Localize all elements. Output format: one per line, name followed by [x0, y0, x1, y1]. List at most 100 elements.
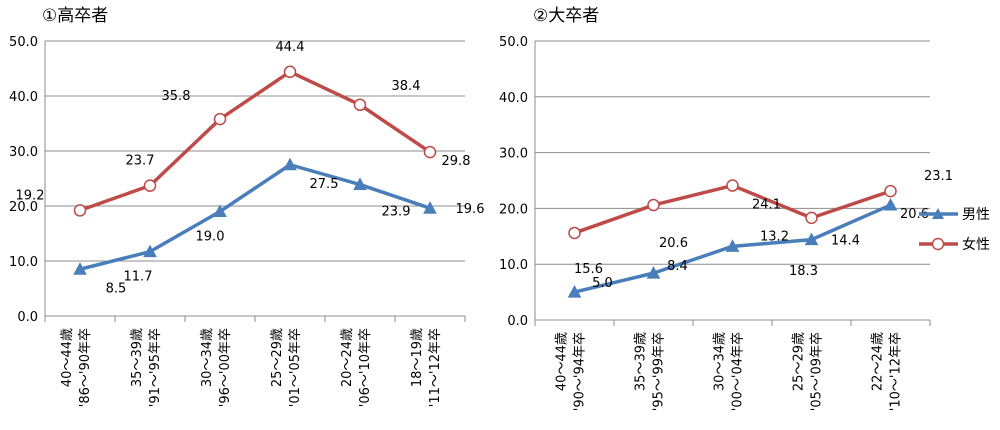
data-label: 38.4: [392, 79, 421, 94]
data-label: 13.2: [760, 229, 789, 244]
data-point: [567, 285, 582, 298]
y-tick-label: 20.0: [9, 200, 38, 215]
data-point: [883, 198, 898, 211]
data-label: 29.8: [442, 154, 471, 169]
data-point: [213, 112, 227, 126]
data-label: 14.4: [831, 234, 860, 249]
y-tick-label: 0.0: [17, 310, 38, 325]
x-category-label: 30～34歳 '00～'04年卒: [713, 332, 746, 411]
data-point: [568, 226, 581, 240]
x-category-label-line: 25～29歳: [270, 328, 285, 387]
x-category-label-line: '10～'12年卒: [889, 332, 904, 411]
x-category-label-line: 40～44歳: [60, 328, 75, 387]
data-label: 24.1: [752, 198, 781, 213]
data-label: 19.6: [456, 202, 485, 217]
x-category-label: 25～29歳 '05～'09年卒: [792, 332, 825, 411]
legend-label: 女性: [962, 236, 990, 253]
x-category-label-line: 22～24歳: [871, 332, 886, 391]
data-point: [283, 157, 297, 171]
x-category-label: 22～24歳 '10～'12年卒: [871, 332, 904, 411]
x-category-label-line: 20～24歳: [340, 328, 355, 387]
y-tick-label: 50.0: [499, 35, 528, 50]
data-label: 20.6: [900, 207, 929, 222]
data-label: 23.7: [126, 154, 155, 169]
x-category-label-line: 40～44歳: [555, 332, 570, 391]
data-point: [353, 98, 367, 112]
data-label: 11.7: [124, 270, 153, 285]
x-category-label-line: 18～19歳: [410, 328, 425, 387]
x-category-label-line: '11～'12年卒: [428, 328, 443, 407]
data-point: [805, 211, 818, 225]
data-label: 27.5: [310, 177, 339, 192]
data-label: 18.3: [789, 264, 818, 279]
data-point: [726, 179, 739, 192]
data-point: [73, 262, 87, 275]
x-category-label: 35～39歳 '95～'99年卒: [634, 332, 667, 411]
data-point: [353, 177, 367, 191]
x-category-label: 20～24歳 '06～'10年卒: [340, 328, 373, 407]
y-tick-label: 50.0: [9, 35, 38, 50]
data-point: [143, 244, 157, 258]
data-label: 8.4: [667, 259, 688, 274]
y-tick-label: 40.0: [9, 90, 38, 105]
data-point: [884, 184, 897, 198]
y-tick-label: 30.0: [499, 147, 528, 162]
y-tick-label: 30.0: [9, 145, 38, 160]
x-category-label-line: 35～39歳: [634, 332, 649, 391]
series-line: [79, 70, 431, 213]
data-point: [423, 201, 437, 214]
data-point: [423, 145, 437, 159]
legend-label: 男性: [962, 207, 990, 223]
data-point: [73, 204, 87, 217]
x-category-label-line: '96～'00年卒: [218, 328, 233, 407]
x-category-label-line: '90～'94年卒: [573, 332, 588, 411]
chart-title: ①高卒者: [42, 6, 108, 26]
y-tick-label: 10.0: [499, 258, 528, 273]
chart-2: ②大卒者 0.0 10.0 20.0 30.0 40.0 50.0 40～44歳 '90～'94…: [499, 6, 953, 411]
x-category-label-line: '00～'04年卒: [731, 332, 746, 411]
y-tick-label: 40.0: [499, 91, 528, 106]
y-tick-label: 10.0: [9, 255, 38, 270]
data-label: 19.2: [16, 188, 45, 203]
series-line: [79, 163, 431, 271]
chart-1: ①高卒者 0.0 10.0 20.0 30.0 40.0 50.0 40～44歳 '86～'90…: [9, 6, 484, 407]
legend-marker: [932, 208, 944, 219]
data-point: [283, 65, 297, 79]
chart-title: ②大卒者: [533, 6, 599, 26]
data-label: 23.1: [924, 169, 953, 184]
x-category-label: 25～29歳 '01～'05年卒: [270, 328, 303, 407]
data-point: [143, 179, 157, 192]
x-category-label: 30～34歳 '96～'00年卒: [200, 328, 233, 407]
x-category-label-line: 30～34歳: [713, 332, 728, 391]
data-point: [647, 198, 660, 212]
legend-marker: [931, 237, 945, 251]
data-label: 44.4: [276, 40, 305, 55]
x-category-label: 35～39歳 '91～'95年卒: [130, 328, 163, 407]
x-category-label: 40～44歳 '86～'90年卒: [60, 328, 93, 407]
data-label: 20.6: [659, 236, 688, 251]
y-tick-label: 20.0: [499, 202, 528, 217]
x-category-label-line: '01～'05年卒: [288, 328, 303, 407]
data-label: 15.6: [574, 262, 603, 277]
data-point: [725, 239, 740, 252]
data-point: [804, 232, 819, 246]
data-label: 35.8: [162, 89, 191, 104]
data-label: 8.5: [106, 281, 127, 296]
data-point: [213, 204, 227, 217]
x-category-label-line: '05～'09年卒: [810, 332, 825, 411]
x-category-label-line: '95～'99年卒: [652, 332, 667, 411]
x-category-label-line: 25～29歳: [792, 332, 807, 391]
x-category-label-line: '91～'95年卒: [148, 328, 163, 407]
x-category-label-line: 30～34歳: [200, 328, 215, 387]
x-category-label-line: 35～39歳: [130, 328, 145, 387]
data-point: [646, 266, 661, 279]
x-category-label-line: '86～'90年卒: [78, 328, 93, 407]
x-category-label: 40～44歳 '90～'94年卒: [555, 332, 588, 411]
data-label: 23.9: [382, 205, 411, 220]
x-category-label-line: '06～'10年卒: [358, 328, 373, 407]
data-label: 19.0: [196, 230, 225, 245]
y-tick-label: 0.0: [507, 314, 528, 329]
